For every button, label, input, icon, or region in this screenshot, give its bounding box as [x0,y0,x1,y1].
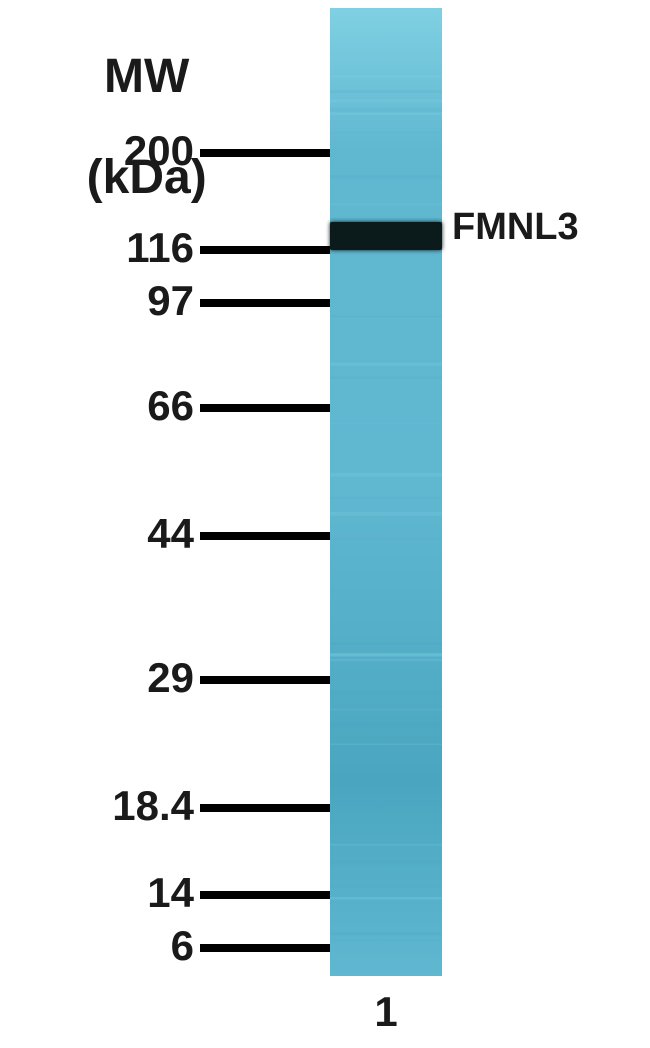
protein-band-fmnl3 [330,222,442,250]
mw-tick-14 [200,891,330,899]
mw-tick-44 [200,532,330,540]
mw-label-18.4: 18.4 [112,782,194,830]
mw-label-116: 116 [126,224,194,272]
gel-lane [330,8,442,976]
western-blot-figure: MW (kDa) FMNL3 2001169766442918.4146 1 [0,0,650,1048]
mw-tick-97 [200,299,330,307]
mw-header-line1: MW [104,50,189,103]
mw-tick-116 [200,246,330,254]
mw-tick-6 [200,944,330,952]
mw-tick-18.4 [200,804,330,812]
mw-label-97: 97 [147,277,194,325]
mw-label-14: 14 [147,869,194,917]
mw-tick-29 [200,676,330,684]
mw-label-29: 29 [147,654,194,702]
mw-tick-200 [200,149,330,157]
mw-label-6: 6 [171,922,194,970]
mw-label-200: 200 [124,127,194,175]
band-label: FMNL3 [452,206,579,249]
mw-label-44: 44 [147,510,194,558]
lane-number: 1 [330,988,442,1036]
mw-tick-66 [200,404,330,412]
mw-label-66: 66 [147,382,194,430]
